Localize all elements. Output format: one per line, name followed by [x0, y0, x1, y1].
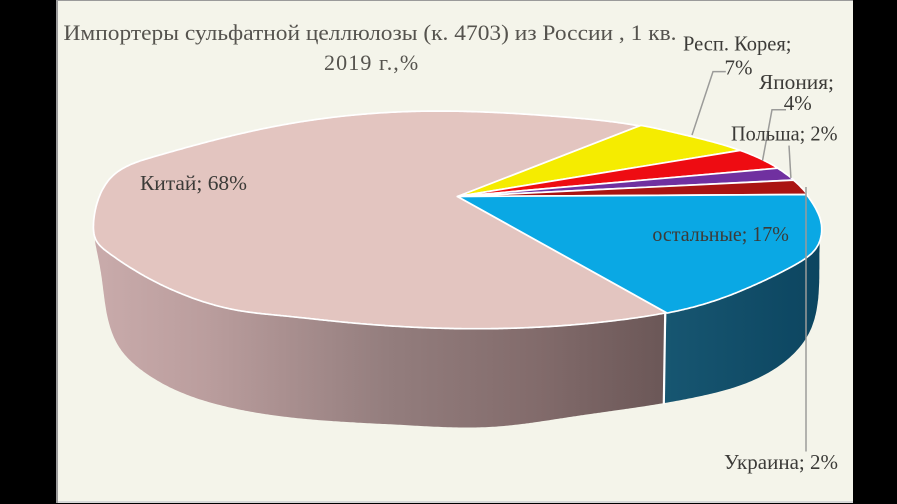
- svg-text:2019 г.,%: 2019 г.,%: [324, 50, 419, 75]
- svg-text:Китай; 68%: Китай; 68%: [140, 171, 247, 195]
- svg-text:7%: 7%: [725, 55, 753, 79]
- svg-text:остальные; 17%: остальные; 17%: [652, 222, 789, 246]
- svg-text:Украина; 2%: Украина; 2%: [724, 450, 838, 474]
- svg-text:Япония;: Япония;: [759, 70, 834, 94]
- svg-text:Импортеры сульфатной целлюлозы: Импортеры сульфатной целлюлозы (к. 4703)…: [64, 20, 677, 45]
- svg-text:Польша; 2%: Польша; 2%: [731, 122, 838, 146]
- svg-text:Респ. Корея;: Респ. Корея;: [683, 32, 792, 56]
- svg-text:4%: 4%: [784, 91, 812, 115]
